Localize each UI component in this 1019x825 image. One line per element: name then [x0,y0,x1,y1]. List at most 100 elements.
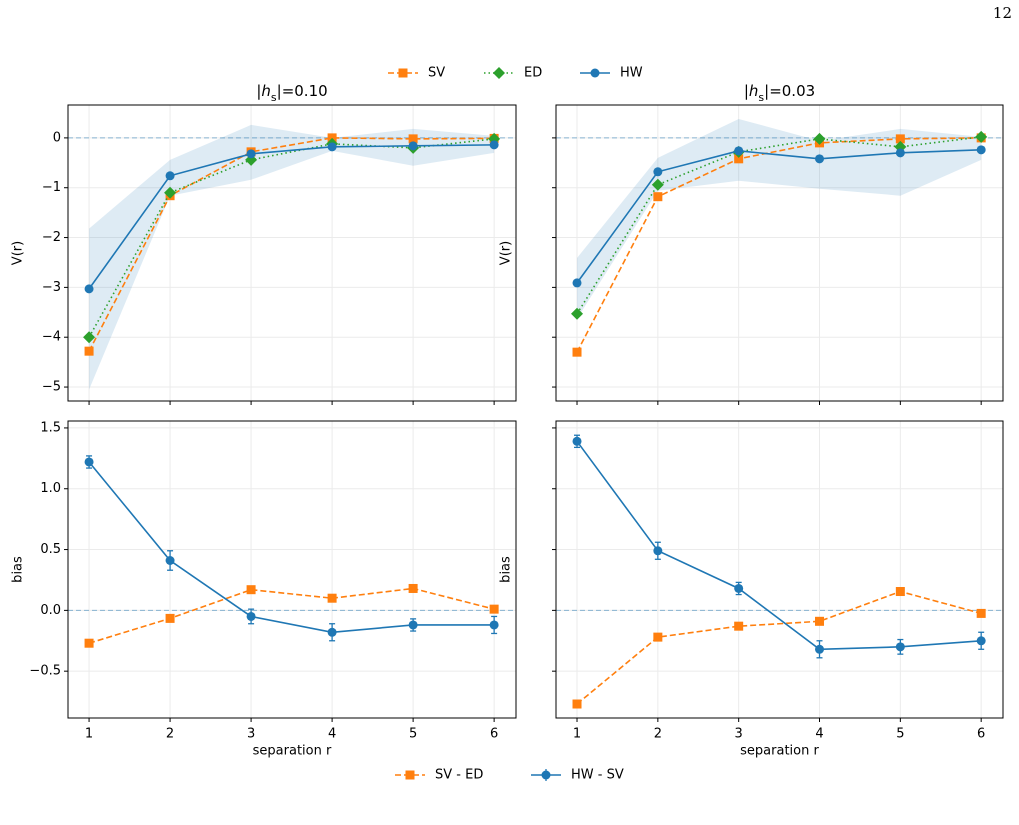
marker [246,585,256,595]
marker [572,436,582,446]
x-tick-label: 3 [735,727,743,742]
marker [976,608,986,618]
y-axis-label: bias [11,556,26,583]
marker [734,154,744,164]
marker [975,130,988,143]
marker [165,171,175,181]
y-tick-label: 0.0 [40,603,61,618]
plot-area [68,124,516,390]
marker [590,68,600,78]
marker [165,556,175,565]
marker [408,620,418,630]
marker [815,644,825,654]
marker [541,770,551,780]
title-part: s [271,91,277,104]
series-line [88,144,495,290]
legend-label: ED [524,66,542,81]
marker [327,593,337,603]
subplot: 1 2 3 4 5 6 bias separation r [499,420,1004,759]
marker [165,613,175,623]
x-tick-label: 5 [409,727,417,742]
legend-label: SV [428,66,445,81]
x-tick-label: 2 [654,727,662,742]
y-tick-label: 1.5 [40,420,61,435]
marker [408,583,418,593]
series-line [88,137,495,352]
marker [895,134,905,144]
marker [405,770,415,780]
marker [246,149,256,159]
y-tick-label: 0.5 [40,542,61,557]
marker [489,140,499,150]
y-tick-label: −3 [42,280,61,295]
y-tick-label: −4 [42,330,61,345]
title-part: | [744,82,749,100]
marker [734,146,744,156]
plot-area [68,455,516,648]
marker [734,621,744,631]
axes-frame [67,104,517,402]
marker [327,627,337,637]
x-tick-label: 6 [490,727,498,742]
y-tick-label: 1.0 [40,481,61,496]
marker [398,68,408,78]
series-line [576,137,982,353]
uncertainty-band [89,124,495,390]
series-line [576,136,982,315]
series-line [88,461,495,634]
marker [493,67,505,79]
plot-area [556,434,1003,709]
marker [651,178,664,191]
marker [408,141,418,151]
marker [653,167,663,177]
y-tick-label: −2 [42,230,61,245]
x-tick-label: 4 [328,727,336,742]
y-axis-label: V(r) [499,241,514,265]
marker [895,587,905,597]
axes-frame [555,104,1004,402]
marker [813,132,826,145]
title-part: |=0.03 [764,82,815,100]
marker [84,346,94,356]
marker [976,636,986,646]
x-tick-label: 1 [573,727,581,742]
subplot-title: |hs|=0.03 [744,82,815,104]
marker [84,638,94,648]
marker [246,611,256,621]
subplot: |hs|=0.03 V(r) [499,82,1004,405]
y-tick-label: 0 [53,130,61,145]
title-part: h [261,82,271,100]
marker [734,583,744,593]
marker [572,278,582,288]
marker [572,699,582,709]
x-tick-label: 6 [977,727,985,742]
title-part: |=0.10 [277,82,328,100]
legend-label: SV - ED [435,768,483,783]
legend-label: HW [620,66,643,81]
title-part: s [758,91,764,104]
marker [408,134,418,144]
legend: SV - ED HW - SV [395,768,624,783]
marker [815,616,825,626]
axes-frame [555,420,1004,719]
marker [653,546,663,556]
marker [572,347,582,357]
y-tick-label: −0.5 [29,664,61,679]
x-tick-label: 2 [166,727,174,742]
marker [653,632,663,642]
legend: SV ED HW [388,66,643,81]
axes-frame [67,420,517,719]
x-tick-label: 4 [815,727,823,742]
subplot-title: |hs|=0.10 [256,82,327,104]
y-tick-label: −1 [42,180,61,195]
marker [895,148,905,158]
uncertainty-band [577,118,982,319]
marker [489,620,499,630]
title-part: | [256,82,261,100]
x-axis-label: separation r [253,744,332,759]
marker [327,142,337,152]
marker [895,642,905,652]
x-tick-label: 5 [896,727,904,742]
plot-area [556,118,1003,357]
